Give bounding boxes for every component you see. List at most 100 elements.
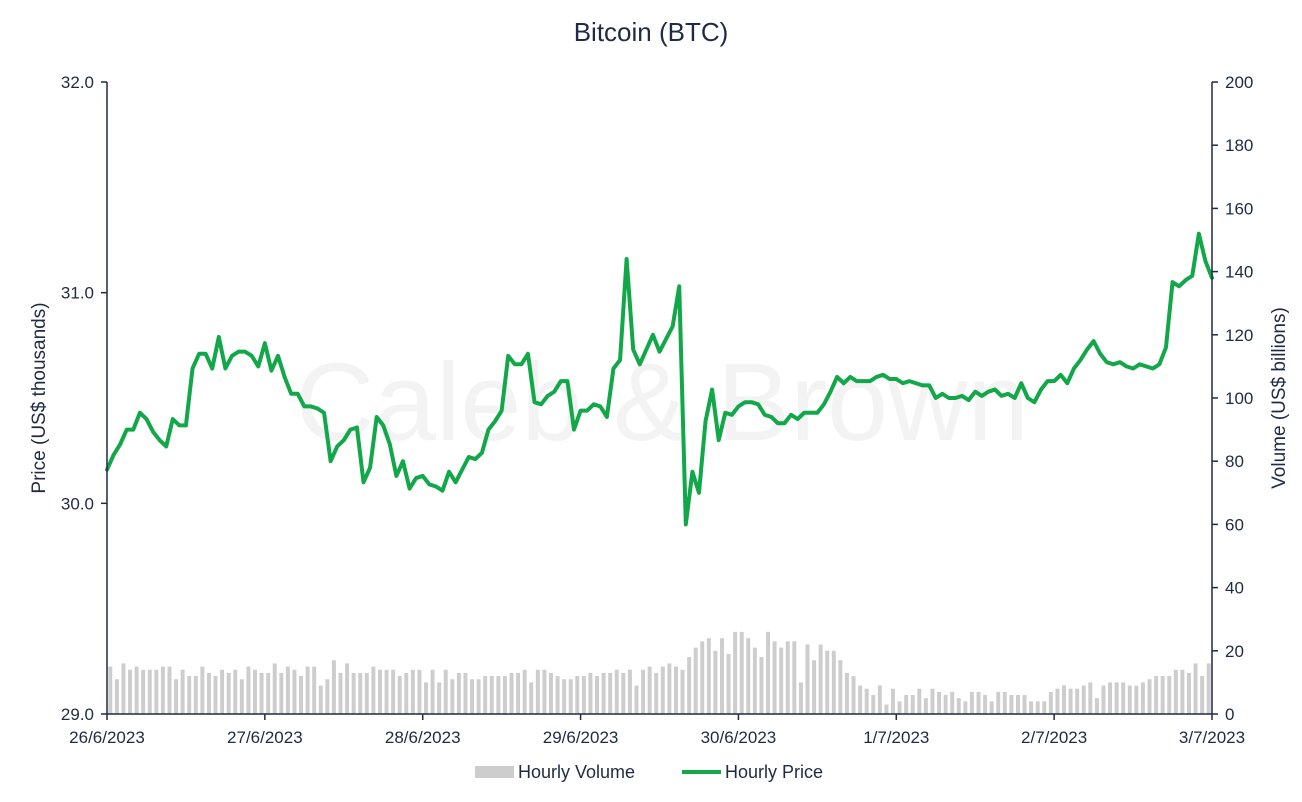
volume-bar xyxy=(601,672,606,714)
y-right-tick-label: 60 xyxy=(1225,515,1244,534)
volume-bar xyxy=(700,641,705,714)
y-right-tick-label: 0 xyxy=(1225,705,1234,724)
x-tick-label: 29/6/2023 xyxy=(543,728,619,747)
volume-bar xyxy=(1101,685,1106,714)
volume-bar xyxy=(121,663,126,714)
volume-bar xyxy=(193,676,198,714)
volume-bar xyxy=(871,695,876,714)
volume-bar xyxy=(1075,688,1080,714)
volume-bar xyxy=(128,669,132,714)
volume-bar xyxy=(943,695,948,714)
volume-bar xyxy=(1193,663,1198,714)
x-tick-label: 2/7/2023 xyxy=(1021,728,1087,747)
volume-bar xyxy=(937,691,942,714)
volume-bar xyxy=(1009,695,1014,714)
volume-bar xyxy=(950,691,955,714)
volume-bar xyxy=(976,691,981,714)
volume-bar xyxy=(279,672,284,714)
volume-bar xyxy=(930,688,935,714)
volume-bar xyxy=(187,676,192,714)
volume-bar xyxy=(364,672,369,714)
volume-bar xyxy=(108,666,113,714)
y-right-tick-label: 100 xyxy=(1225,389,1253,408)
volume-bar xyxy=(259,672,264,714)
volume-bar xyxy=(627,669,632,714)
volume-bar xyxy=(213,676,218,714)
volume-bar xyxy=(805,644,810,714)
volume-bar xyxy=(345,663,350,714)
x-tick-label: 26/6/2023 xyxy=(69,728,145,747)
volume-bar xyxy=(641,669,646,714)
chart-title: Bitcoin (BTC) xyxy=(574,17,729,47)
volume-bar xyxy=(325,679,330,714)
volume-bar xyxy=(608,672,613,714)
volume-bar xyxy=(463,672,468,714)
volume-bar xyxy=(476,679,481,714)
volume-bar xyxy=(1015,695,1020,714)
volume-bar xyxy=(1114,682,1119,714)
volume-bar xyxy=(1035,701,1040,714)
legend-volume-label: Hourly Volume xyxy=(518,762,635,782)
x-tick-label: 1/7/2023 xyxy=(863,728,929,747)
y-right-tick-label: 160 xyxy=(1225,199,1253,218)
volume-bar xyxy=(338,672,343,714)
volume-bar xyxy=(726,653,731,714)
volume-bar xyxy=(141,669,146,714)
volume-bar xyxy=(233,669,238,714)
volume-bar xyxy=(923,698,928,714)
volume-bar xyxy=(246,666,251,714)
volume-bar xyxy=(917,688,922,714)
volume-bar xyxy=(167,666,172,714)
volume-bar xyxy=(588,672,593,714)
volume-bar xyxy=(1055,688,1060,714)
volume-bar xyxy=(1200,676,1205,714)
volume-bar xyxy=(1127,685,1132,714)
volume-bar xyxy=(581,676,586,714)
volume-bar xyxy=(154,669,159,714)
volume-bar xyxy=(180,669,185,714)
volume-bar xyxy=(680,669,685,714)
x-ticks: 26/6/2023 27/6/2023 28/6/2023 29/6/2023 30/6… xyxy=(69,714,1245,747)
volume-bar xyxy=(134,666,139,714)
volume-bar xyxy=(358,672,363,714)
volume-bar xyxy=(785,641,790,714)
volume-bar xyxy=(766,631,770,714)
volume-bar xyxy=(470,679,475,714)
volume-bar xyxy=(1094,698,1099,714)
y-right-tick-label: 20 xyxy=(1225,642,1244,661)
volume-bar xyxy=(200,666,205,714)
volume-bar xyxy=(562,679,567,714)
x-tick-label: 27/6/2023 xyxy=(227,728,303,747)
volume-bar xyxy=(838,660,843,714)
volume-bar xyxy=(1173,669,1178,714)
volume-bar xyxy=(266,672,271,714)
volume-bar xyxy=(1140,682,1145,714)
volume-bar xyxy=(673,666,678,714)
volume-bar xyxy=(305,666,310,714)
volume-bar xyxy=(1167,676,1172,714)
volume-bar xyxy=(969,691,974,714)
volume-bar xyxy=(1002,691,1007,714)
volume-bar xyxy=(989,701,994,714)
volume-bar xyxy=(391,669,396,714)
volume-bar xyxy=(798,682,803,714)
volume-bar xyxy=(410,669,415,714)
volume-bar xyxy=(160,666,165,714)
volume-bar xyxy=(759,657,764,714)
y-right-tick-label: 40 xyxy=(1225,579,1244,598)
volume-bar xyxy=(397,676,402,714)
volume-bar xyxy=(226,672,231,714)
volume-bar xyxy=(147,669,152,714)
volume-bar xyxy=(509,672,514,714)
volume-bar xyxy=(687,657,692,714)
volume-bar xyxy=(884,704,889,714)
volume-bar xyxy=(667,663,672,714)
volume-bar xyxy=(983,695,988,714)
volume-bar xyxy=(285,666,290,714)
volume-bar xyxy=(417,669,422,714)
volume-bar xyxy=(654,672,659,714)
volume-bar xyxy=(1180,669,1185,714)
volume-bar xyxy=(377,669,382,714)
volume-bar xyxy=(877,685,882,714)
volume-bar xyxy=(502,676,507,714)
